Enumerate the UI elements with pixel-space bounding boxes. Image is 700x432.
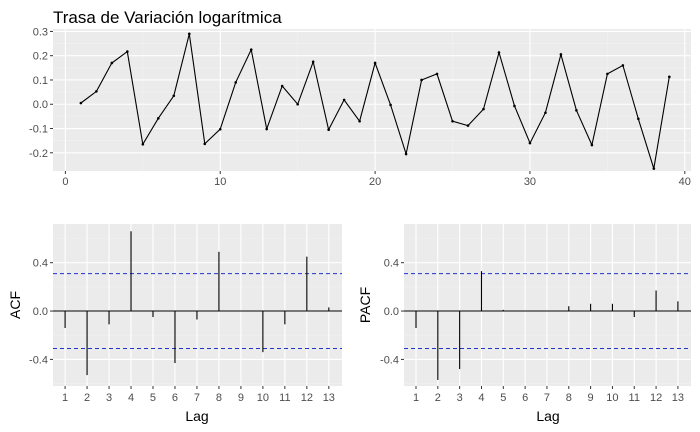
series-point <box>435 72 439 76</box>
series-y-tick-label: 0.0 <box>33 99 48 111</box>
pacf-x-axis-label: Lag <box>536 408 559 424</box>
pacf-x-tick-label: 6 <box>522 392 528 404</box>
acf-x-tick-label: 7 <box>194 392 200 404</box>
pacf-x-tick-label: 1 <box>413 392 419 404</box>
series-y-tick-label: 0.1 <box>33 75 48 87</box>
pacf-x-tick-label: 7 <box>544 392 550 404</box>
series-point <box>110 61 114 65</box>
series-point <box>126 50 129 53</box>
series-point <box>528 141 532 145</box>
series-y-tick-label: 0.2 <box>33 51 48 63</box>
series-point <box>234 81 238 84</box>
pacf-x-tick-label: 12 <box>650 392 662 404</box>
series-point <box>187 32 191 36</box>
series-x-tick-label: 10 <box>214 176 226 188</box>
acf-x-tick-label: 8 <box>216 392 222 404</box>
acf-x-tick-label: 2 <box>84 392 90 404</box>
series-x-tick-label: 40 <box>679 176 691 188</box>
series-point <box>466 124 470 127</box>
series-point <box>327 128 330 132</box>
pacf-x-tick-label: 2 <box>435 392 441 404</box>
series-point <box>621 64 625 67</box>
series-point <box>497 51 501 54</box>
series-point <box>482 107 485 111</box>
series-point <box>172 94 176 98</box>
series-y-tick-label: -0.1 <box>29 124 48 136</box>
series-point <box>544 111 547 115</box>
acf-x-tick-label: 4 <box>128 392 134 404</box>
series-point <box>404 152 408 156</box>
pacf-x-tick-label: 9 <box>588 392 594 404</box>
chart-title: Trasa de Variación logarítmica <box>53 8 282 27</box>
acf-y-axis-label: ACF <box>7 291 23 319</box>
series-point <box>218 127 222 131</box>
series-point <box>203 142 207 146</box>
series-point <box>141 142 145 146</box>
pacf-x-tick-label: 3 <box>457 392 463 404</box>
series-point <box>513 104 516 108</box>
acf-x-tick-label: 13 <box>323 392 335 404</box>
series-plot-panel <box>53 29 691 171</box>
series-point <box>373 61 377 65</box>
acf-x-tick-label: 6 <box>172 392 178 404</box>
pacf-y-tick-label: -0.4 <box>380 354 399 366</box>
series-point <box>637 117 640 121</box>
acf-x-tick-label: 11 <box>279 392 290 404</box>
acf-x-tick-label: 5 <box>150 392 156 404</box>
series-point <box>575 109 578 112</box>
series-point <box>79 101 83 105</box>
pacf-x-tick-label: 8 <box>566 392 572 404</box>
acf-y-tick-label: 0.4 <box>33 258 48 270</box>
acf-x-tick-label: 10 <box>257 392 269 404</box>
series-point <box>389 103 392 107</box>
pacf-x-tick-label: 10 <box>606 392 618 404</box>
series-y-tick-label: 0.3 <box>33 26 48 38</box>
pacf-x-tick-label: 11 <box>629 392 640 404</box>
acf-x-tick-label: 3 <box>106 392 112 404</box>
series-point <box>280 84 284 88</box>
series-x-tick-label: 0 <box>62 176 68 188</box>
series-point <box>358 119 361 123</box>
series-y-tick-label: -0.2 <box>29 148 48 160</box>
acf-x-tick-label: 9 <box>238 392 244 404</box>
pacf-y-axis-label: PACF <box>357 287 373 323</box>
pacf-y-tick-label: 0.4 <box>384 258 399 270</box>
series-point <box>157 117 160 120</box>
series-point <box>606 72 609 76</box>
series-point <box>559 53 563 56</box>
acf-x-axis-label: Lag <box>185 408 208 424</box>
series-point <box>265 127 268 131</box>
series-point <box>95 90 98 93</box>
series-point <box>249 48 253 51</box>
series-point <box>590 143 594 147</box>
series-point <box>342 98 346 102</box>
series-point <box>296 102 299 106</box>
series-x-tick-label: 20 <box>369 176 381 188</box>
acf-x-tick-label: 1 <box>62 392 68 404</box>
pacf-y-tick-label: 0.0 <box>384 306 399 318</box>
pacf-x-tick-label: 13 <box>672 392 684 404</box>
series-point <box>420 78 423 82</box>
acf-x-tick-label: 12 <box>301 392 313 404</box>
acf-y-tick-label: 0.0 <box>33 306 48 318</box>
pacf-x-tick-label: 4 <box>478 392 484 404</box>
acf-y-tick-label: -0.4 <box>29 354 48 366</box>
series-x-tick-label: 30 <box>524 176 536 188</box>
series-point <box>451 119 454 123</box>
series-point <box>652 167 656 170</box>
pacf-x-tick-label: 5 <box>500 392 506 404</box>
series-point <box>668 75 671 79</box>
series-point <box>311 60 315 64</box>
